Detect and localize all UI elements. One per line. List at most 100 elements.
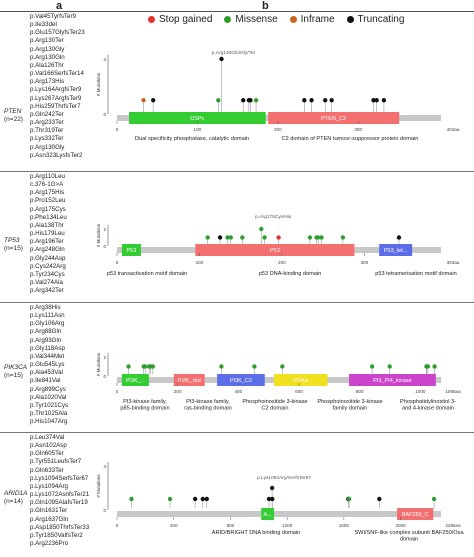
x-tick-label: 2000 [395,523,406,528]
legend-item-stop-gained: Stop gained [148,14,212,25]
mutation-item: p.Val274Ala [30,279,63,287]
domain-label: PI3Ka [293,378,309,384]
x-tick-label: 300 [360,260,368,265]
mutation-item: p.Arg38His [30,304,61,311]
y-axis-label: # Mutations [96,72,101,96]
mutation-item: p.Arg93Gln [30,336,62,344]
x-tick-label: 1200 [282,523,293,528]
domain-description: p85-binding domain [120,406,169,412]
mutation-item: p.Ala138Thr [30,221,64,229]
lollipop-head [228,235,233,240]
lollipop-head [200,496,205,502]
legend-label: Inframe [300,13,335,25]
lollipop-head [396,235,402,240]
lollipop-head [219,364,224,369]
lollipop-head [216,98,221,103]
mutation-item: p.Arg130Gln [30,53,65,61]
mutation-item: p.Lys111Asn [30,312,65,320]
y-axis-label: # Mutations [96,352,101,376]
lollipop-head [387,364,392,369]
x-tick-label: 100 [194,127,202,132]
mutation-item: p.Arg110Leu [30,173,65,180]
lollipop-head [217,235,223,240]
domain-description: PI3-kinase family, [186,399,230,405]
mutation-item: p.Gln1095AlafsTer19 [30,499,88,507]
protein-domain [397,508,434,520]
lollipop-head [329,98,334,103]
gene-symbol: TP53 [4,237,20,244]
legend-item-truncating: Truncating [346,13,405,25]
gene-name-pten: PTEN (n=22) [4,108,23,124]
protein-length-label: 403aa [447,127,460,132]
legend-dot-icon [148,15,155,23]
mutation-item: p.Lys267ArgfsTer9 [30,94,82,102]
legend-label: Stop gained [159,13,213,25]
lollipop-head [270,496,275,502]
mutation-item: p.Arg130Gly [30,143,65,151]
gene-symbol: PTEN [4,108,22,115]
lollipop-head [150,364,155,369]
x-tick-label: 0 [116,127,119,132]
domain-description: C2 domain [261,406,288,412]
mutation-item: p.Lys1094Arg [30,482,68,490]
gene-count: (n=15) [4,372,23,379]
mutation-item: p.Glu157GlyfsTer23 [30,29,85,37]
gene-count: (n=14) [4,498,23,505]
mutation-item: p.Arg173His [30,78,65,86]
protein-domain [121,374,149,386]
mutation-item: p.Leu374Val [30,434,65,441]
domain-description: Phosphoinositide 3-kinase [242,399,307,405]
lollipop-head [241,98,246,103]
mutation-item: p.His179Leu [30,230,65,238]
mutation-item: p.Arg88Gln [30,328,62,336]
domain-label: BAF250_C [402,512,429,518]
y-tick-label: 0 [103,112,106,117]
domain-description: Phosphatidylinositol 3- [400,399,456,405]
mutation-item: p.Val166SerfsTer14 [30,70,84,78]
domain-label: PI3K_... [126,378,146,384]
lollipop-head [302,98,307,103]
domain-description: PI3-kinase family, [123,399,167,405]
mutation-item: p.His259ThrfsTer7 [30,102,81,110]
lollipop-head [369,364,375,369]
mutation-item: p.Phe134Leu [30,213,67,221]
x-tick-label: 200 [274,127,282,132]
domain-label: PTEN_C2 [321,116,346,122]
mutation-item: p.Gly106Arg [30,320,65,328]
mutation-item: p.Gly118Asp [30,344,65,352]
gene-divider [0,302,474,303]
lollipop-head [280,364,285,369]
lollipop-head [248,98,253,103]
domain-description: family domain [333,406,368,412]
domain-description: C2 domain of PTEN tumour-suppressor prot… [282,136,419,142]
mutation-item: p.Asn323LysfsTer2 [30,151,83,159]
gene-name-arid1a: ARID1A (n=14) [4,490,27,506]
protein-domain [379,244,413,256]
hotspot-annotation: p.Arg130Gln/Gly/Ter [212,50,256,56]
x-tick-label: 1000 [415,389,426,394]
mutation-item: p.His1047Arg [30,418,68,426]
mutation-item: p.Ile841Val [30,377,61,385]
gene-symbol: ARID1A [4,490,28,497]
domain-description: p53 DNA-binding domain [259,271,322,277]
lollipop-head [266,496,272,502]
domain-description: ARID/BRIGHT DNA binding domain [212,530,301,536]
lollipop-head [219,56,224,62]
mutation-item: p.Arg248Gln [30,246,65,254]
mutation-item: p.Ile33del [30,21,57,29]
domain-label: P53 [127,248,137,254]
protein-domain [195,244,355,256]
lollipop-head [259,226,264,232]
domain-description: Phosphoinositide 3-kinase [317,399,382,405]
protein-length-label: 1068aa [445,389,461,394]
mutation-item: p.Arg130Ter [30,37,64,45]
lollipop-head [143,364,148,369]
panel-a-label: a [56,0,63,12]
protein-domain [173,374,205,386]
protein-domain [349,374,436,386]
x-tick-label: 400 [170,523,178,528]
protein-domain [121,244,141,256]
mutation-item: p.Lys332Ter [30,135,64,143]
legend-label: Truncating [357,13,405,25]
lollipop-head [269,485,275,491]
